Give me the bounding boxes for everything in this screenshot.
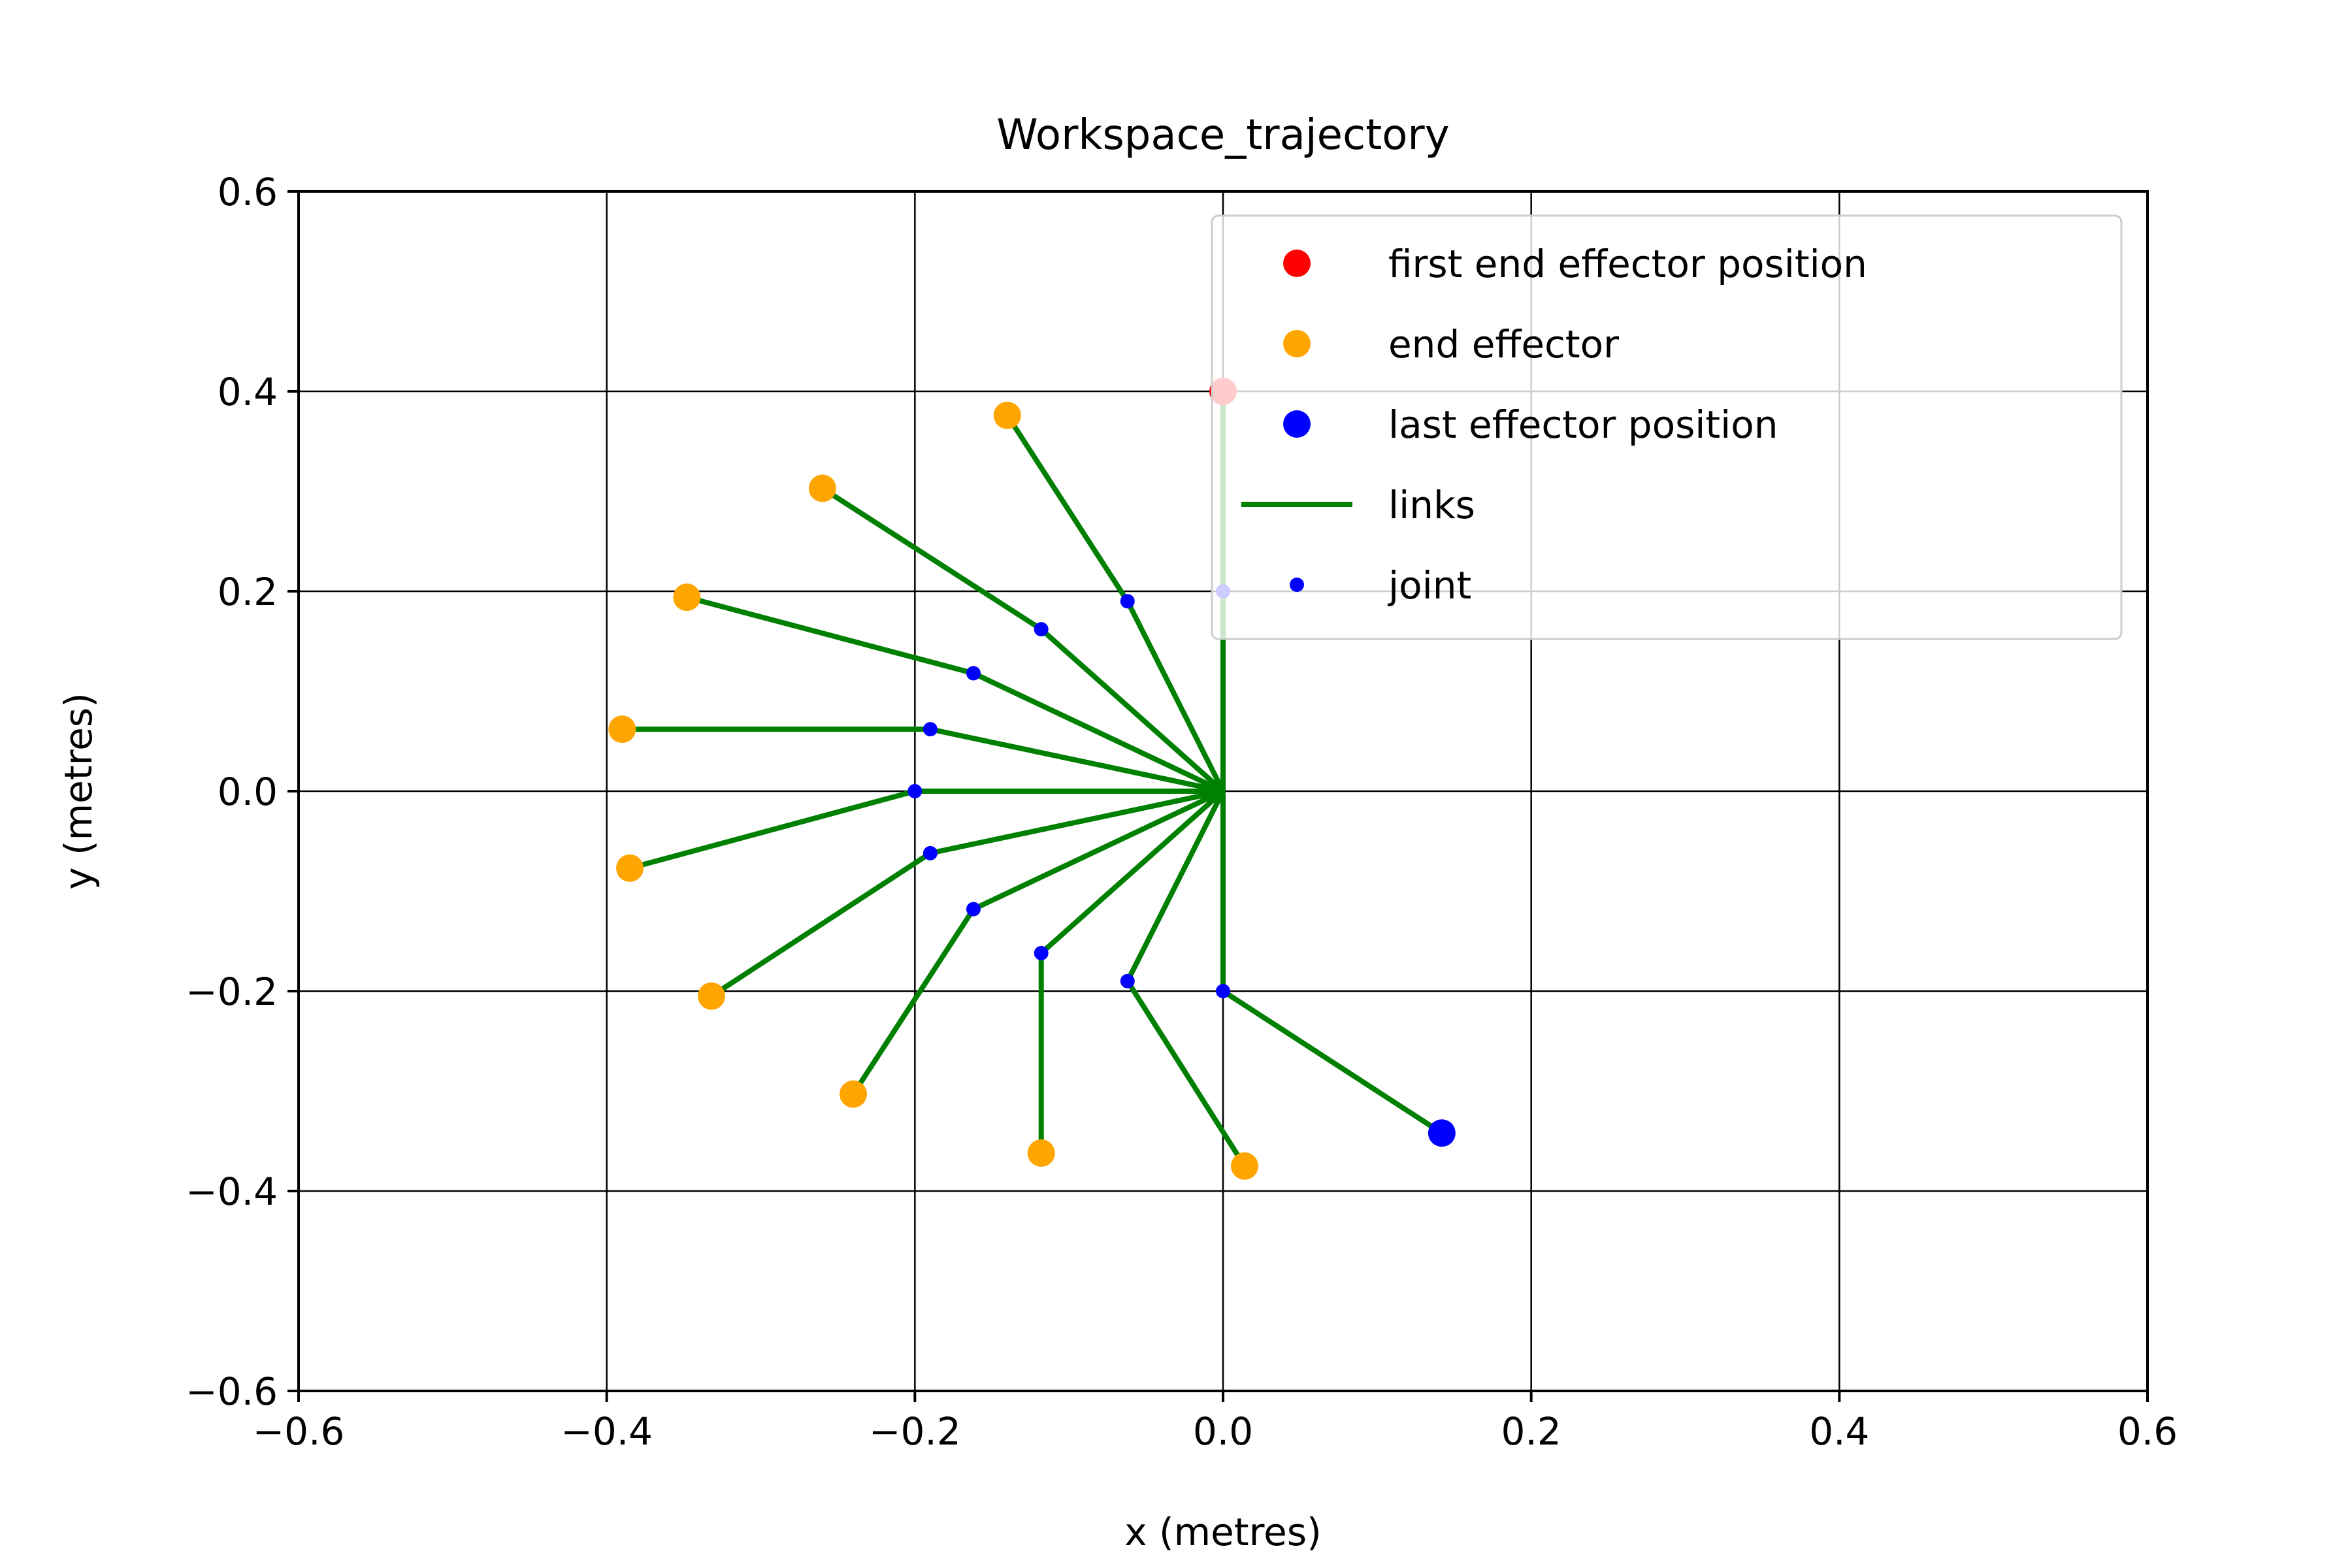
last-effector-point	[1428, 1119, 1456, 1147]
joint-point	[1120, 594, 1135, 609]
joint-point	[1120, 973, 1135, 988]
legend-label: joint	[1387, 563, 1471, 608]
end-effector-point	[808, 474, 836, 502]
x-tick-label: 0.2	[1501, 1409, 1561, 1454]
end-effector-point	[1231, 1152, 1259, 1180]
y-tick-label: 0.2	[218, 570, 278, 614]
x-tick-label: 0.4	[1809, 1409, 1869, 1454]
x-tick-label: 0.6	[2117, 1409, 2178, 1454]
legend-box	[1211, 214, 2123, 640]
y-tick-label: 0.4	[218, 370, 278, 414]
joint-point	[923, 845, 938, 860]
x-tick-label: −0.4	[561, 1409, 653, 1454]
y-axis-label: y (metres)	[56, 693, 101, 889]
end-effector-point	[608, 715, 636, 743]
joint-point	[966, 902, 981, 917]
legend-label: links	[1388, 483, 1475, 527]
legend-dot-marker	[1290, 578, 1304, 592]
x-axis-label: x (metres)	[1124, 1510, 1321, 1554]
joint-point	[923, 722, 938, 737]
joint-point	[1216, 984, 1230, 998]
y-tick-label: −0.2	[186, 970, 278, 1014]
y-tick-label: −0.6	[186, 1369, 278, 1414]
legend-label: last effector position	[1388, 402, 1778, 447]
legend-dot-marker	[1283, 410, 1311, 438]
joint-point	[966, 666, 981, 681]
legend-label: end effector	[1388, 322, 1619, 367]
legend-dot-marker	[1283, 250, 1311, 277]
y-tick-label: 0.0	[218, 770, 278, 814]
y-tick-label: 0.6	[218, 170, 278, 214]
legend-label: first end effector position	[1388, 242, 1867, 286]
end-effector-point	[993, 401, 1021, 429]
joint-point	[1034, 945, 1049, 960]
end-effector-point	[616, 854, 644, 882]
end-effector-point	[673, 583, 701, 612]
legend: first end effector position end effector l…	[1211, 214, 2123, 640]
x-tick-label: 0.0	[1193, 1409, 1253, 1454]
end-effector-point	[1027, 1139, 1055, 1167]
x-tick-label: −0.2	[869, 1409, 961, 1454]
joint-point	[1034, 622, 1049, 637]
joint-point	[907, 784, 923, 798]
legend-dot-marker	[1283, 330, 1311, 357]
end-effector-point	[698, 982, 726, 1010]
y-tick-label: −0.4	[186, 1169, 278, 1214]
chart-title: Workspace_trajectory	[996, 111, 1449, 159]
x-tick-label: −0.6	[253, 1409, 345, 1454]
axis-ticks: −0.6 −0.4 −0.2 0.0 0.2 0.4 0.6 −0.6 −0.4 −0.2 0.0 0…	[186, 170, 2178, 1454]
end-effector-point	[840, 1080, 867, 1108]
